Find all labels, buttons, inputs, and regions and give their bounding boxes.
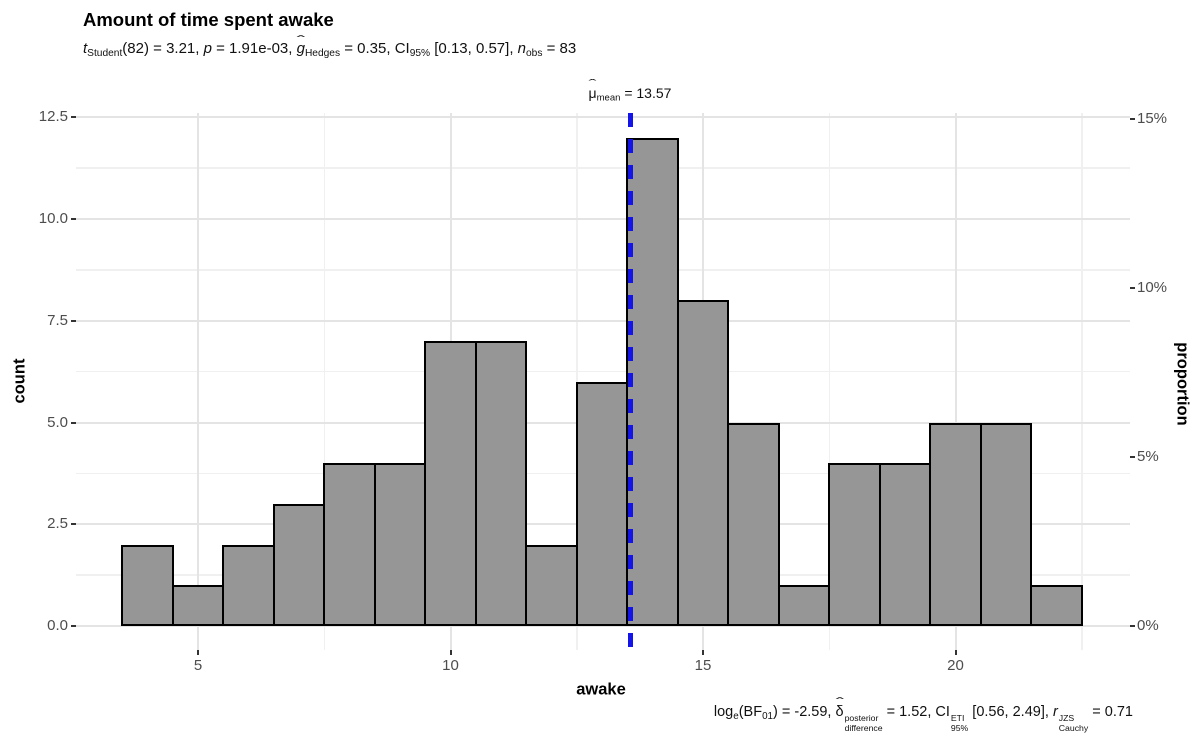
text-segment: posterior difference: [844, 713, 883, 734]
y2-axis-tick: [1130, 118, 1135, 121]
text-segment: = 1.91e-03,: [211, 40, 297, 57]
y-tick-label: 7.5: [47, 311, 68, 329]
histogram-bar: [222, 544, 275, 626]
grid-minor-horizontal: [76, 167, 1130, 169]
text-segment: ETI 95%: [950, 713, 969, 734]
y-tick-label: 5.0: [47, 413, 68, 431]
y2-tick-label: 0%: [1137, 617, 1159, 634]
y-axis-tick: [71, 116, 76, 119]
text-segment: [0.13, 0.57],: [430, 40, 518, 57]
plot-subtitle: tStudent(82) = 3.21, p = 1.91e-03, g ˆ Hed…: [83, 32, 577, 59]
histogram-bar: [525, 544, 578, 626]
x-tick-label: 10: [442, 657, 459, 674]
grid-major-horizontal: [76, 116, 1130, 119]
y-tick-label: 10.0: [38, 210, 68, 227]
text-segment: obs: [526, 47, 543, 59]
x-axis-tick: [954, 650, 957, 655]
text-segment: = 13.57: [620, 85, 672, 101]
x-axis-title-awake: awake: [576, 680, 626, 699]
grid-minor-horizontal: [76, 370, 1130, 373]
histogram-bar: [373, 463, 427, 626]
histogram-bar: [474, 341, 528, 626]
y-axis-tick: [71, 218, 76, 220]
text-segment: JZS Cauchy: [1058, 713, 1089, 734]
grid-major-horizontal: [76, 319, 1130, 322]
plot-caption: loge(BF01) = -2.59, δ ˆ posterior differenc…: [713, 695, 1133, 734]
y-axis-tick: [71, 421, 76, 424]
grid-major-horizontal: [76, 625, 1130, 627]
text-segment: log: [713, 704, 734, 720]
text-segment: e: [733, 710, 739, 722]
text-segment: t: [83, 40, 88, 57]
y-axis-tick: [71, 625, 76, 627]
histogram-bar: [878, 463, 932, 626]
histogram-bar: [828, 463, 881, 626]
histogram-bar: [777, 585, 831, 626]
histogram-bar: [727, 422, 780, 626]
text-segment: (82) = 3.21,: [122, 40, 204, 57]
grid-major-horizontal: [76, 218, 1130, 220]
y2-axis-title-proportion: proportion: [1173, 342, 1192, 426]
y2-axis-tick: [1130, 287, 1135, 290]
text-segment: [0.56, 2.49],: [968, 704, 1053, 720]
grid-major-vertical: [197, 113, 199, 650]
grid-minor-vertical: [1081, 113, 1083, 650]
text-segment: 95%: [409, 47, 431, 59]
histogram-bar: [171, 585, 225, 626]
text-segment: mean: [596, 92, 621, 104]
y2-axis-tick: [1130, 456, 1135, 459]
x-tick-label: 15: [694, 657, 712, 674]
mean-line: [628, 113, 634, 650]
y2-axis-tick: [1130, 625, 1135, 627]
y2-tick-label: 15%: [1137, 110, 1168, 128]
histogram-bar: [575, 381, 629, 626]
text-segment: = 83: [542, 40, 577, 57]
y-tick-label: 2.5: [47, 515, 68, 533]
text-segment: r: [1052, 704, 1058, 720]
x-tick-label: 20: [947, 657, 964, 674]
histogram-bar: [323, 463, 376, 626]
histogram-bar: [676, 300, 730, 626]
histogram-bar: [929, 422, 982, 626]
y-axis-tick: [71, 523, 76, 526]
histogram-bar: [979, 422, 1033, 626]
grid-major-vertical: [954, 113, 957, 650]
x-tick-label: 5: [193, 657, 203, 674]
text-segment: Hedges: [304, 47, 341, 59]
y-tick-label: 12.5: [38, 108, 68, 126]
y2-tick-label: 5%: [1137, 448, 1159, 466]
text-segment: 01: [762, 710, 774, 722]
mean-annotation: μ ˆ mean = 13.57: [588, 78, 672, 104]
grid-minor-vertical: [828, 113, 830, 650]
x-axis-tick: [702, 650, 704, 655]
x-axis-tick: [197, 650, 199, 655]
grid-minor-vertical: [323, 113, 325, 650]
histogram-bar: [1030, 585, 1083, 626]
y-tick-label: 0.0: [47, 617, 68, 634]
text-segment: = 0.35, CI: [340, 40, 410, 57]
text-segment: = 0.71: [1088, 704, 1133, 720]
histogram-bar: [626, 137, 679, 626]
grid-minor-vertical: [576, 113, 578, 650]
text-segment: ) = -2.59,: [773, 704, 836, 720]
text-segment: Student: [87, 47, 123, 59]
plot-title: Amount of time spent awake: [83, 9, 334, 30]
x-axis-tick: [449, 650, 452, 655]
grid-minor-horizontal: [76, 269, 1130, 271]
histogram-bar: [121, 544, 174, 626]
text-segment: = 1.52, CI: [882, 704, 950, 720]
text-segment: (BF: [738, 704, 763, 720]
y-axis-title-count: count: [10, 358, 29, 404]
text-segment: p: [203, 40, 212, 57]
y2-tick-label: 10%: [1137, 279, 1168, 297]
histogram-bar: [424, 341, 477, 626]
y-axis-tick: [71, 319, 76, 322]
histogram-bar: [272, 503, 326, 626]
text-segment: n: [517, 40, 526, 57]
